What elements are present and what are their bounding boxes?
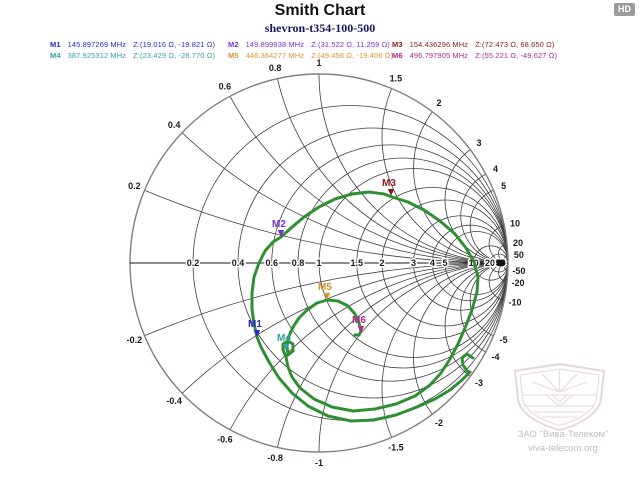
marker-pointer-icon [387, 189, 395, 196]
marker-frequency: 387.925312 MHz [67, 51, 127, 60]
perimeter-tick-label: -50 [512, 266, 525, 276]
marker-frequency: 145.897269 MHz [67, 40, 127, 49]
marker-id: M4 [50, 51, 61, 60]
axis-tick-label: 0.2 [187, 258, 200, 268]
perimeter-tick-label: -1 [315, 458, 323, 468]
axis-tick-label: 0.6 [265, 258, 278, 268]
perimeter-tick-label: -0.8 [267, 453, 283, 463]
perimeter-tick-label: 0.4 [168, 120, 181, 130]
axis-tick-label: 1 [316, 258, 321, 268]
perimeter-tick-label: -10 [509, 298, 522, 308]
marker-impedance: Z:(19.016 Ω, -19.821 Ω) [133, 40, 216, 49]
perimeter-tick-label: -3 [475, 378, 483, 388]
perimeter-tick-label: -0.4 [166, 396, 182, 406]
perimeter-tick-label: 20 [513, 238, 523, 248]
perimeter-tick-label: 0.2 [128, 181, 141, 191]
sweep-name-subtitle: shevron-t354-100-500 [264, 21, 376, 35]
axis-tick-label: 20 [485, 258, 495, 268]
marker-pointer-icon [323, 293, 331, 300]
reactance-perimeter-labels: 0.20.40.60.8 11.52345102050-0.2-0.4-0.6-0… [127, 58, 526, 468]
perimeter-tick-label: 0.8 [269, 63, 282, 73]
perimeter-tick-label: 0.6 [219, 82, 232, 92]
perimeter-tick-label: 50 [514, 250, 524, 260]
marker-label: M5 [318, 282, 332, 293]
marker-label: M6 [352, 315, 366, 326]
marker-pointer-icon [277, 230, 285, 237]
marker-id: M1 [50, 40, 61, 49]
marker-label: M2 [272, 219, 286, 230]
axis-tick-label: 2 [379, 258, 384, 268]
hd-badge[interactable]: HD [614, 3, 635, 16]
chart-marker-m2[interactable]: M2 [272, 219, 286, 237]
perimeter-tick-label: -0.2 [127, 335, 143, 345]
chart-marker-m6[interactable]: M6 [352, 315, 366, 333]
axis-tick-label: 5 [442, 258, 447, 268]
perimeter-tick-label: 2 [436, 98, 441, 108]
marker-impedance: Z:(55.221 Ω, -49.627 Ω) [475, 51, 558, 60]
perimeter-tick-label: -2 [435, 418, 443, 428]
marker-label: M1 [248, 319, 262, 330]
perimeter-tick-label: -5 [500, 335, 508, 345]
perimeter-tick-label: 1 [316, 58, 321, 68]
perimeter-tick-label: -0.6 [217, 434, 233, 444]
marker-readout-m5: M5 446.364277 MHz Z:(49.456 Ω, -19.406 Ω) [228, 51, 393, 60]
marker-impedance: Z:(31.522 Ω, 11.259 Ω) [311, 40, 390, 49]
marker-impedance: Z:(23.429 Ω, -28.770 Ω) [133, 51, 216, 60]
axis-tick-label: 1.5 [351, 258, 364, 268]
axis-tick-label: 0.8 [292, 258, 305, 268]
watermark-company: ЗАО "Вива-Телеком" [517, 429, 609, 440]
axis-tick-label: 4 [430, 258, 435, 268]
vertex-blob [496, 259, 506, 267]
marker-frequency: 149.899938 MHz [245, 40, 305, 49]
marker-pointer-icon [357, 326, 365, 333]
marker-readout-m4: M4 387.925312 MHz Z:(23.429 Ω, -28.770 Ω) [50, 51, 215, 60]
perimeter-tick-label: -20 [511, 278, 524, 288]
marker-readout-m1: M1 145.897269 MHz Z:(19.016 Ω, -19.821 Ω) [50, 40, 215, 49]
chart-marker-m5[interactable]: M5 [318, 282, 332, 300]
marker-impedance: Z:(49.456 Ω, -19.406 Ω) [311, 51, 394, 60]
chart-marker-m1[interactable]: M1 [248, 319, 262, 337]
marker-label: M4 [277, 333, 291, 344]
marker-readout-m3: M3 154.436296 MHz Z:(72.473 Ω, 68.650 Ω) [392, 40, 554, 49]
perimeter-tick-label: 4 [493, 164, 498, 174]
marker-frequency: 496.797905 MHz [409, 51, 469, 60]
marker-pointer-icon [282, 344, 290, 351]
perimeter-tick-label: 3 [476, 138, 481, 148]
page-title: Smith Chart [274, 2, 366, 19]
perimeter-tick-label: 10 [510, 218, 520, 228]
chart-marker-m4[interactable]: M4 [277, 333, 291, 351]
marker-pointer-icon [253, 330, 261, 337]
marker-id: M6 [392, 51, 403, 60]
marker-readout-m2: M2 149.899938 MHz Z:(31.522 Ω, 11.259 Ω) [228, 40, 390, 49]
marker-readout-m6: M6 496.797905 MHz Z:(55.221 Ω, -49.627 Ω) [392, 51, 557, 60]
chart-marker-m3[interactable]: M3 [382, 178, 396, 196]
perimeter-tick-label: -4 [491, 352, 499, 362]
perimeter-tick-label: 1.5 [390, 73, 403, 83]
marker-frequency: 446.364277 MHz [245, 51, 305, 60]
viva-telecom-shield-logo-icon [513, 362, 606, 432]
perimeter-tick-label: 5 [501, 181, 506, 191]
watermark-url: viva-telecom.org [528, 443, 598, 454]
marker-id: M2 [228, 40, 239, 49]
marker-id: M3 [392, 40, 403, 49]
marker-impedance: Z:(72.473 Ω, 68.650 Ω) [475, 40, 555, 49]
marker-id: M5 [228, 51, 239, 60]
axis-tick-label: 3 [411, 258, 416, 268]
perimeter-tick-label: -1.5 [388, 443, 404, 453]
axis-tick-label: 0.4 [232, 258, 245, 268]
marker-label: M3 [382, 178, 396, 189]
marker-frequency: 154.436296 MHz [409, 40, 469, 49]
